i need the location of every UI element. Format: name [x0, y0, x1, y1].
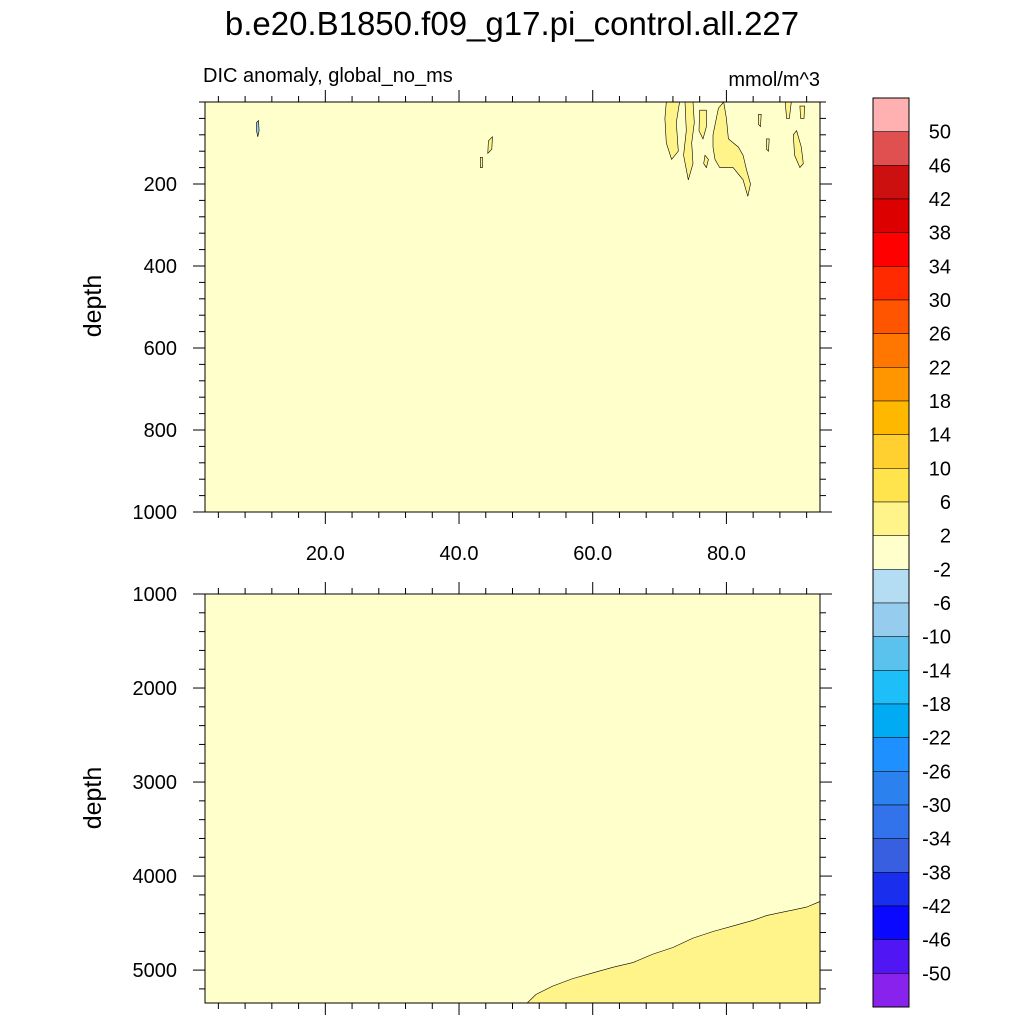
- colorbar-swatch: [872, 872, 910, 907]
- colorbar-label: -10: [922, 627, 951, 649]
- colorbar-swatch: [872, 737, 910, 772]
- contour-region: [683, 102, 695, 180]
- contour-region: [698, 109, 707, 140]
- x-tick-label: 20.0: [306, 543, 345, 565]
- upper-plot-panel: 200 400 600 800 1000 20.0 40.0 60.0 80.0 depth: [79, 90, 832, 565]
- y-tick-label: 1000: [133, 502, 178, 524]
- colorbar-swatch: [872, 838, 910, 873]
- colorbar-label: 10: [929, 458, 951, 480]
- y-tick-label: 200: [144, 174, 177, 196]
- x-tick-label: 80.0: [707, 543, 746, 565]
- contour-region: [664, 102, 680, 161]
- colorbar-swatch: [872, 703, 910, 738]
- colorbar-label: 18: [929, 391, 951, 413]
- colorbar-label: 6: [940, 492, 951, 514]
- colorbar-swatch: [872, 939, 910, 974]
- contour-region: [792, 130, 804, 169]
- contour-region: [480, 157, 483, 168]
- y-tick-label: 4000: [133, 866, 178, 888]
- contour-region: [703, 154, 709, 169]
- plot-background: [205, 102, 820, 512]
- x-tick-label: 60.0: [573, 543, 612, 565]
- colorbar-label: 14: [929, 425, 951, 447]
- contour-region: [487, 136, 493, 155]
- colorbar-swatch: [872, 602, 910, 637]
- colorbar-label: -14: [922, 660, 951, 682]
- colorbar-swatch: [872, 400, 910, 435]
- y-tick-label: 400: [144, 256, 177, 278]
- colorbar-swatch: [872, 198, 910, 233]
- colorbar-label: 34: [929, 256, 951, 278]
- colorbar-swatch: [872, 97, 910, 132]
- colorbar-swatch: [872, 636, 910, 671]
- lower-plot-panel: 1000 2000 3000 4000 5000 depth: [79, 582, 832, 1015]
- colorbar-swatch: [872, 569, 910, 604]
- colorbar-swatch: [872, 535, 910, 570]
- colorbar-label: -6: [933, 593, 951, 615]
- colorbar-frame: [872, 97, 910, 1008]
- y-axis-label: depth: [79, 275, 107, 338]
- contour-region: [766, 138, 770, 152]
- colorbar-swatch: [872, 670, 910, 705]
- colorbar-swatch: [872, 131, 910, 166]
- colorbar-label: -34: [922, 829, 951, 851]
- y-tick-label: 5000: [133, 960, 178, 982]
- colorbar-swatch: [872, 804, 910, 839]
- colorbar-swatch: [872, 468, 910, 503]
- y-tick-label: 3000: [133, 772, 178, 794]
- colorbar: 50 46 42 38 34 30 26 22 18 14 10 6 2 -2 -6 -10 -14 -18 -22…: [872, 97, 951, 1008]
- colorbar-swatch: [872, 771, 910, 806]
- colorbar-label: -38: [922, 862, 951, 884]
- colorbar-label: 42: [929, 189, 951, 211]
- colorbar-label: -30: [922, 795, 951, 817]
- colorbar-label: -26: [922, 761, 951, 783]
- colorbar-label: -50: [922, 963, 951, 985]
- colorbar-label: -46: [922, 930, 951, 952]
- colorbar-swatch: [872, 905, 910, 940]
- colorbar-label: 26: [929, 324, 951, 346]
- contour-region: [784, 102, 792, 119]
- colorbar-label: 46: [929, 155, 951, 177]
- colorbar-swatch: [872, 367, 910, 402]
- upper-subtitle-right: mmol/m^3: [728, 69, 820, 91]
- contour-region: [758, 114, 762, 128]
- colorbar-swatch: [872, 266, 910, 301]
- x-tick-label: 40.0: [440, 543, 479, 565]
- colorbar-swatch: [872, 501, 910, 536]
- colorbar-label: -22: [922, 728, 951, 750]
- contour-region: [712, 102, 751, 197]
- colorbar-swatch: [872, 165, 910, 200]
- contour-region: [526, 901, 820, 1003]
- colorbar-label: -42: [922, 896, 951, 918]
- colorbar-label: -18: [922, 694, 951, 716]
- chart-title: b.e20.B1850.f09_g17.pi_control.all.227: [225, 5, 799, 42]
- colorbar-label: -2: [933, 559, 951, 581]
- y-tick-label: 2000: [133, 678, 178, 700]
- y-tick-label: 800: [144, 420, 177, 442]
- colorbar-label: 2: [940, 526, 951, 548]
- colorbar-swatch: [872, 973, 910, 1008]
- y-tick-label: 600: [144, 338, 177, 360]
- colorbar-swatch: [872, 299, 910, 334]
- colorbar-label: 38: [929, 223, 951, 245]
- contour-region: [799, 105, 805, 119]
- colorbar-swatch: [872, 232, 910, 267]
- upper-subtitle-left: DIC anomaly, global_no_ms: [203, 65, 453, 87]
- y-axis-label: depth: [79, 767, 107, 830]
- colorbar-label: 22: [929, 357, 951, 379]
- colorbar-swatch: [872, 434, 910, 469]
- y-tick-label: 1000: [133, 584, 178, 606]
- contour-region: [256, 119, 260, 137]
- colorbar-swatch: [872, 333, 910, 368]
- colorbar-label: 50: [929, 122, 951, 144]
- colorbar-label: 30: [929, 290, 951, 312]
